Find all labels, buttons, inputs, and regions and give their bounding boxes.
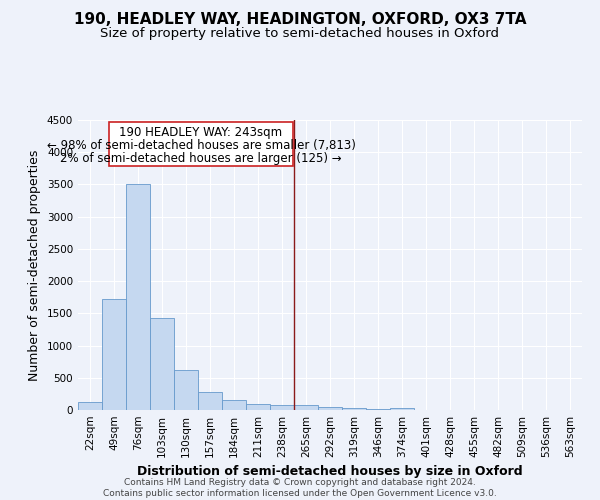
Bar [270, 405, 294, 410]
Bar [342, 408, 366, 410]
X-axis label: Distribution of semi-detached houses by size in Oxford: Distribution of semi-detached houses by … [137, 466, 523, 478]
Text: 190 HEADLEY WAY: 243sqm: 190 HEADLEY WAY: 243sqm [119, 126, 283, 140]
Bar [102, 299, 126, 410]
Text: 190, HEADLEY WAY, HEADINGTON, OXFORD, OX3 7TA: 190, HEADLEY WAY, HEADINGTON, OXFORD, OX… [74, 12, 526, 28]
Bar [126, 184, 150, 410]
Text: Size of property relative to semi-detached houses in Oxford: Size of property relative to semi-detach… [101, 28, 499, 40]
Bar [174, 370, 198, 410]
Bar [198, 392, 222, 410]
Bar [150, 318, 174, 410]
Bar [78, 402, 102, 410]
Bar [222, 400, 246, 410]
FancyBboxPatch shape [109, 122, 293, 166]
Y-axis label: Number of semi-detached properties: Number of semi-detached properties [28, 150, 41, 380]
Text: Contains HM Land Registry data © Crown copyright and database right 2024.
Contai: Contains HM Land Registry data © Crown c… [103, 478, 497, 498]
Bar [294, 406, 318, 410]
Bar [390, 408, 414, 410]
Text: ← 98% of semi-detached houses are smaller (7,813): ← 98% of semi-detached houses are smalle… [47, 140, 355, 152]
Bar [246, 404, 270, 410]
Text: 2% of semi-detached houses are larger (125) →: 2% of semi-detached houses are larger (1… [60, 152, 342, 164]
Bar [318, 407, 342, 410]
Bar [366, 408, 390, 410]
